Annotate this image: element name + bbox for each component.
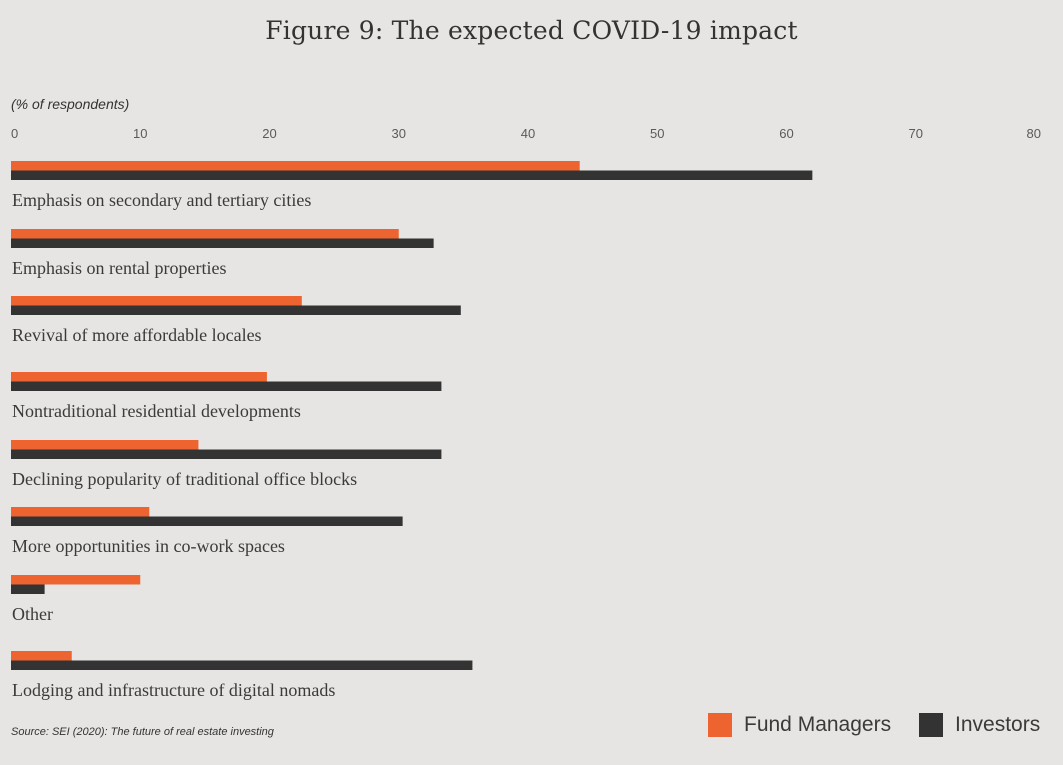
x-tick-label: 70 bbox=[909, 126, 923, 141]
x-tick-label: 40 bbox=[521, 126, 535, 141]
bar-chart: 0 10 20 30 40 50 60 70 80 Emphasis on secondary … bbox=[11, 126, 1041, 700]
legend-swatch-fund-managers bbox=[708, 713, 732, 737]
source-note: Source: SEI (2020): The future of real e… bbox=[11, 726, 274, 738]
bar-groups: Emphasis on secondary and tertiary citie… bbox=[11, 161, 813, 700]
legend-label-fund-managers: Fund Managers bbox=[744, 713, 892, 736]
x-tick-label: 50 bbox=[650, 126, 664, 141]
bar-fund-managers bbox=[11, 507, 150, 517]
bar-investors bbox=[11, 238, 434, 248]
bar-investors bbox=[11, 584, 45, 594]
category-label: More opportunities in co-work spaces bbox=[12, 536, 285, 556]
legend-investors: Investors bbox=[919, 711, 1040, 739]
x-tick-label: 20 bbox=[262, 126, 276, 141]
category-label: Declining popularity of traditional offi… bbox=[12, 469, 357, 489]
x-tick-label: 30 bbox=[392, 126, 406, 141]
category-label: Lodging and infrastructure of digital no… bbox=[12, 680, 335, 700]
bar-investors bbox=[11, 305, 461, 315]
bar-investors bbox=[11, 660, 473, 670]
bar-fund-managers bbox=[11, 296, 302, 306]
category-label: Nontraditional residential developments bbox=[12, 401, 301, 421]
bar-investors bbox=[11, 516, 403, 526]
bar-fund-managers bbox=[11, 161, 580, 171]
category-label: Emphasis on rental properties bbox=[12, 258, 226, 278]
category-label: Emphasis on secondary and tertiary citie… bbox=[12, 190, 311, 210]
x-tick-label: 80 bbox=[1027, 126, 1041, 141]
legend-fund-managers: Fund Managers bbox=[708, 711, 891, 739]
x-tick-label: 0 bbox=[11, 126, 18, 141]
bar-fund-managers bbox=[11, 651, 72, 661]
x-tick-label: 10 bbox=[133, 126, 147, 141]
legend-swatch-investors bbox=[919, 713, 943, 737]
bar-fund-managers bbox=[11, 229, 399, 239]
bar-fund-managers bbox=[11, 372, 267, 382]
category-label: Revival of more affordable locales bbox=[12, 325, 262, 345]
x-tick-label: 60 bbox=[779, 126, 793, 141]
bar-fund-managers bbox=[11, 575, 141, 585]
x-axis-ticks: 0 10 20 30 40 50 60 70 80 bbox=[11, 126, 1041, 141]
axis-unit-label: (% of respondents) bbox=[11, 96, 130, 112]
bar-investors bbox=[11, 449, 442, 459]
bar-investors bbox=[11, 381, 442, 391]
bar-fund-managers bbox=[11, 440, 199, 450]
legend-label-investors: Investors bbox=[955, 713, 1041, 736]
chart-title: Figure 9: The expected COVID-19 impact bbox=[265, 16, 798, 45]
bar-investors bbox=[11, 170, 813, 180]
category-label: Other bbox=[12, 604, 53, 624]
